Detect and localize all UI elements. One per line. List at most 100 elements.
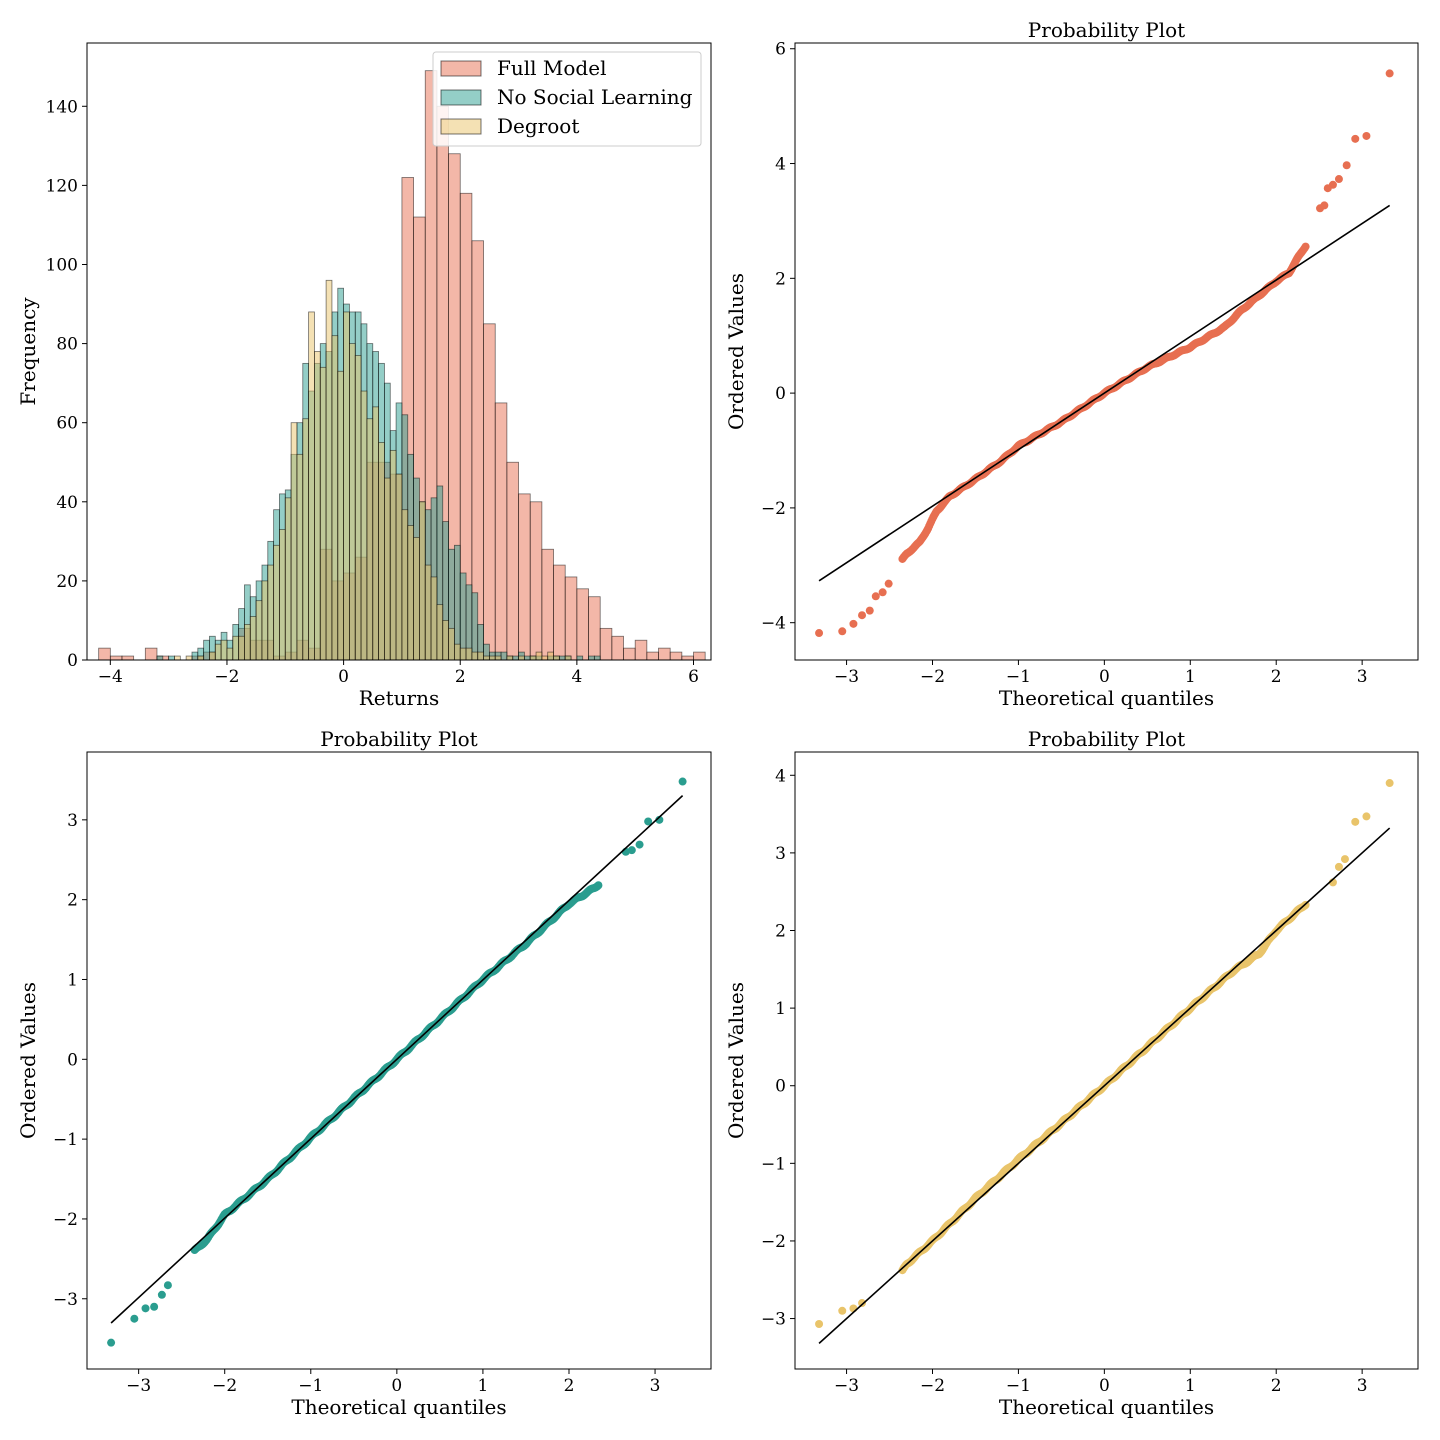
scatter-point [635, 840, 644, 849]
y-axis-label: Ordered Values [724, 982, 748, 1139]
x-tick-label: −3 [834, 1376, 859, 1396]
histogram-bar [255, 600, 263, 660]
scatter-point [858, 1299, 867, 1308]
x-tick-label: −2 [212, 1376, 237, 1396]
histogram-bar [494, 402, 508, 660]
chart-panel-4: −3 −2 −1 0 1 2 3 −3 −2 −1 0 1 2 3 4 Theoretical quantil… [724, 727, 1419, 1419]
y-tick-label: 3 [67, 811, 78, 831]
histogram-bar [314, 351, 321, 660]
y-tick-label: −2 [53, 1210, 78, 1230]
y-tick-label: 2 [67, 891, 78, 911]
y-tick-label: 20 [56, 572, 78, 592]
histogram-bar [401, 509, 409, 660]
y-tick-label: 4 [775, 766, 786, 786]
histogram-bar [634, 639, 648, 660]
histogram-bar [477, 651, 484, 660]
x-tick-label: 1 [1185, 667, 1196, 687]
scatter-point [141, 1304, 150, 1313]
y-tick-label: 2 [775, 269, 786, 289]
legend-frame [432, 51, 702, 147]
histogram-bar [442, 620, 449, 660]
scatter-points [815, 779, 1394, 1328]
chart-panel-1: −4 −2 0 2 4 6020406080100120140ReturnsFrequen… [16, 42, 752, 710]
histogram-bar [599, 627, 613, 660]
x-tick-label: 0 [391, 1376, 402, 1396]
x-tick-label: 0 [338, 667, 349, 687]
histogram-bar [693, 651, 706, 660]
scatter-point [163, 1281, 172, 1290]
histogram-bar [214, 643, 222, 660]
histogram-bar [232, 635, 240, 660]
x-tick-label: 1 [1185, 1376, 1196, 1396]
histogram-bar [529, 501, 543, 660]
histogram-bar [267, 564, 275, 660]
scatter-point [1385, 779, 1394, 788]
histogram-bar [407, 525, 414, 660]
scatter-point [1351, 134, 1360, 143]
histogram-bar [424, 564, 432, 660]
x-tick-label: 2 [455, 667, 466, 687]
histogram-bar [354, 355, 362, 660]
scatter-point [865, 606, 874, 615]
y-tick-label: 0 [67, 1050, 78, 1070]
x-tick-label: −2 [920, 667, 945, 687]
histogram-bar [500, 651, 508, 660]
scatter-point [678, 777, 687, 786]
histogram-bar [518, 493, 531, 660]
histogram-bar [588, 596, 601, 660]
histogram-bar [488, 655, 496, 660]
fit-line [110, 795, 684, 1324]
histogram-bar [144, 647, 158, 660]
scatter-point [1385, 69, 1394, 78]
y-tick-label: 60 [56, 414, 78, 434]
scatter-point [1334, 175, 1343, 184]
scatter-point [150, 1302, 159, 1311]
scatter-point [107, 1338, 116, 1347]
scatter-point [644, 817, 653, 826]
legend: Full Model No Social Learning Degroot [432, 51, 702, 147]
scatter-point [838, 1306, 847, 1315]
histogram-bar [98, 647, 111, 660]
y-tick-label: 1 [775, 999, 786, 1019]
axes-frame [794, 42, 1419, 661]
scatter-point [1334, 862, 1343, 871]
bars-layer [98, 70, 752, 660]
histogram-bar [430, 576, 438, 660]
histogram-bar [191, 651, 199, 660]
histogram-bar [541, 548, 554, 660]
histogram-bar [349, 343, 356, 660]
histogram-bar [740, 656, 752, 660]
histogram-bar [325, 279, 333, 660]
x-tick-label: −1 [1006, 667, 1031, 687]
histogram-bar [623, 647, 636, 660]
histogram-bar [372, 406, 379, 660]
histogram-bar [174, 655, 181, 660]
chart-title: Probability Plot [1028, 727, 1185, 751]
x-tick-label: 3 [1357, 667, 1368, 687]
y-tick-label: −3 [53, 1290, 78, 1310]
legend-label: Full Model [497, 56, 606, 80]
x-tick-label: 4 [571, 667, 582, 687]
histogram-bar [261, 580, 269, 660]
y-tick-label: 140 [46, 97, 78, 117]
series-degroot [174, 279, 572, 660]
y-tick-label: 1 [67, 970, 78, 990]
histogram-bar [454, 643, 461, 660]
histogram-bar [576, 655, 584, 660]
histogram-bar [477, 624, 484, 660]
chart-panel-2: −3 −2 −1 0 1 2 3 −4 −2 0 2 4 6 Theoretical quantiles O… [724, 18, 1419, 710]
y-tick-label: 100 [46, 255, 78, 275]
scatter-point [1362, 812, 1371, 821]
scatter-point [157, 1290, 166, 1299]
scatter-point [815, 1319, 824, 1328]
legend-swatch [440, 89, 482, 106]
x-tick-label: 2 [564, 1376, 575, 1396]
histogram-bar [419, 501, 426, 660]
x-tick-label: −2 [214, 667, 239, 687]
axes-frame [86, 42, 712, 661]
scatter-point [594, 881, 603, 890]
legend-swatch [440, 118, 482, 135]
y-tick-label: −4 [761, 614, 786, 634]
histogram-bar [249, 616, 257, 660]
